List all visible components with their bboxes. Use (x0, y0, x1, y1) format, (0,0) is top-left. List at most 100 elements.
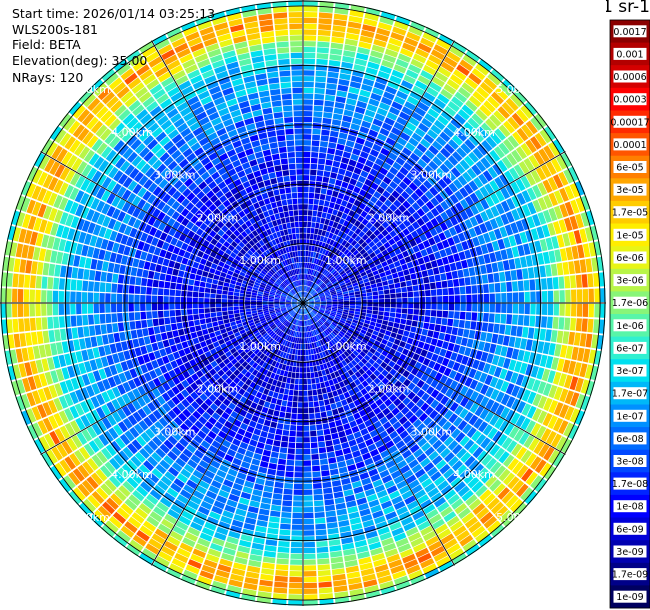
range-gate-cell (315, 271, 319, 277)
range-gate-cell (396, 480, 408, 490)
range-gate-cell (406, 319, 412, 326)
range-gate-cell (378, 102, 390, 111)
range-gate-cell (129, 321, 136, 330)
range-gate-cell (396, 137, 408, 146)
range-gate-cell (178, 412, 188, 422)
range-gate-cell (259, 579, 273, 587)
range-gate-cell (368, 324, 375, 330)
range-gate-cell (303, 384, 308, 391)
range-gate-cell (322, 481, 332, 489)
range-gate-cell (96, 381, 106, 393)
range-gate-cell (198, 297, 204, 303)
range-gate-cell (333, 155, 342, 162)
range-gate-cell (207, 548, 222, 558)
range-gate-cell (233, 562, 247, 571)
range-gate-cell (225, 369, 233, 377)
range-gate-cell (435, 382, 444, 392)
range-gate-cell (129, 247, 137, 258)
range-gate-cell (205, 553, 220, 563)
range-gate-cell (335, 315, 341, 320)
range-gate-cell (232, 457, 242, 466)
range-gate-cell (290, 311, 295, 316)
range-gate-cell (545, 430, 557, 445)
range-gate-cell (282, 394, 289, 401)
range-gate-cell (489, 376, 499, 388)
range-gate-cell (423, 276, 430, 284)
range-gate-cell (408, 303, 414, 309)
range-gate-cell (415, 370, 424, 379)
range-gate-cell (379, 580, 394, 590)
range-gate-cell (459, 534, 474, 547)
range-gate-cell (444, 350, 453, 359)
range-gate-cell (35, 275, 42, 289)
range-gate-cell (422, 563, 437, 574)
range-gate-cell (348, 86, 360, 95)
range-gate-cell (442, 421, 452, 431)
range-gate-cell (490, 389, 500, 401)
range-gate-cell (336, 376, 343, 383)
range-gate-cell (201, 564, 216, 574)
range-gate-cell (289, 329, 293, 336)
range-gate-cell (280, 299, 286, 302)
range-gate-cell (178, 515, 192, 526)
range-gate-cell (385, 137, 396, 146)
range-gate-cell (67, 340, 75, 352)
range-gate-cell (541, 224, 551, 238)
range-gate-cell (319, 364, 325, 371)
range-gate-cell (7, 225, 16, 241)
range-gate-cell (359, 562, 373, 571)
range-gate-cell (458, 278, 465, 286)
range-gate-cell (273, 440, 281, 447)
range-gate-cell (256, 324, 263, 329)
range-gate-cell (310, 442, 318, 449)
range-gate-cell (370, 504, 382, 514)
range-gate-cell (186, 444, 197, 454)
range-gate-cell (313, 494, 324, 501)
range-gate-cell (313, 342, 318, 348)
range-gate-cell (504, 325, 512, 336)
range-gate-cell (175, 316, 182, 323)
range-gate-cell (446, 171, 457, 182)
range-gate-cell (537, 182, 548, 196)
range-gate-cell (228, 291, 234, 296)
range-gate-cell (318, 292, 324, 296)
range-gate-cell (512, 281, 518, 292)
range-gate-cell (483, 363, 491, 374)
range-gate-cell (106, 240, 115, 251)
range-gate-cell (272, 445, 280, 453)
range-gate-cell (187, 315, 194, 321)
range-gate-cell (534, 353, 542, 366)
range-gate-cell (412, 53, 427, 64)
range-gate-cell (276, 312, 282, 316)
range-gate-cell (487, 497, 500, 510)
range-gate-cell (433, 44, 448, 55)
range-gate-cell (267, 432, 275, 440)
range-gate-cell (332, 209, 339, 216)
range-gate-cell (37, 388, 47, 403)
range-gate-cell (353, 412, 361, 420)
range-gate-cell (114, 489, 127, 502)
range-gate-cell (277, 337, 283, 343)
range-gate-cell (343, 176, 351, 183)
range-gate-cell (32, 390, 42, 405)
range-gate-cell (443, 436, 454, 447)
range-gate-cell (390, 293, 396, 299)
range-gate-cell (278, 363, 283, 370)
range-gate-cell (143, 336, 151, 345)
range-gate-cell (292, 512, 303, 519)
range-gate-cell (70, 420, 81, 434)
range-gate-cell (411, 111, 423, 122)
range-gate-cell (92, 370, 102, 382)
range-gate-cell (321, 123, 331, 130)
range-gate-cell (472, 294, 478, 303)
range-gate-cell (19, 333, 27, 347)
range-gate-cell (450, 428, 461, 439)
range-gate-cell (425, 309, 431, 316)
range-gate-cell (364, 281, 371, 287)
range-gate-cell (359, 341, 367, 348)
range-gate-cell (480, 437, 491, 449)
range-gate-cell (268, 463, 277, 470)
range-gate-cell (190, 553, 204, 564)
range-gate-cell (292, 325, 296, 331)
range-gate-cell (468, 368, 477, 379)
